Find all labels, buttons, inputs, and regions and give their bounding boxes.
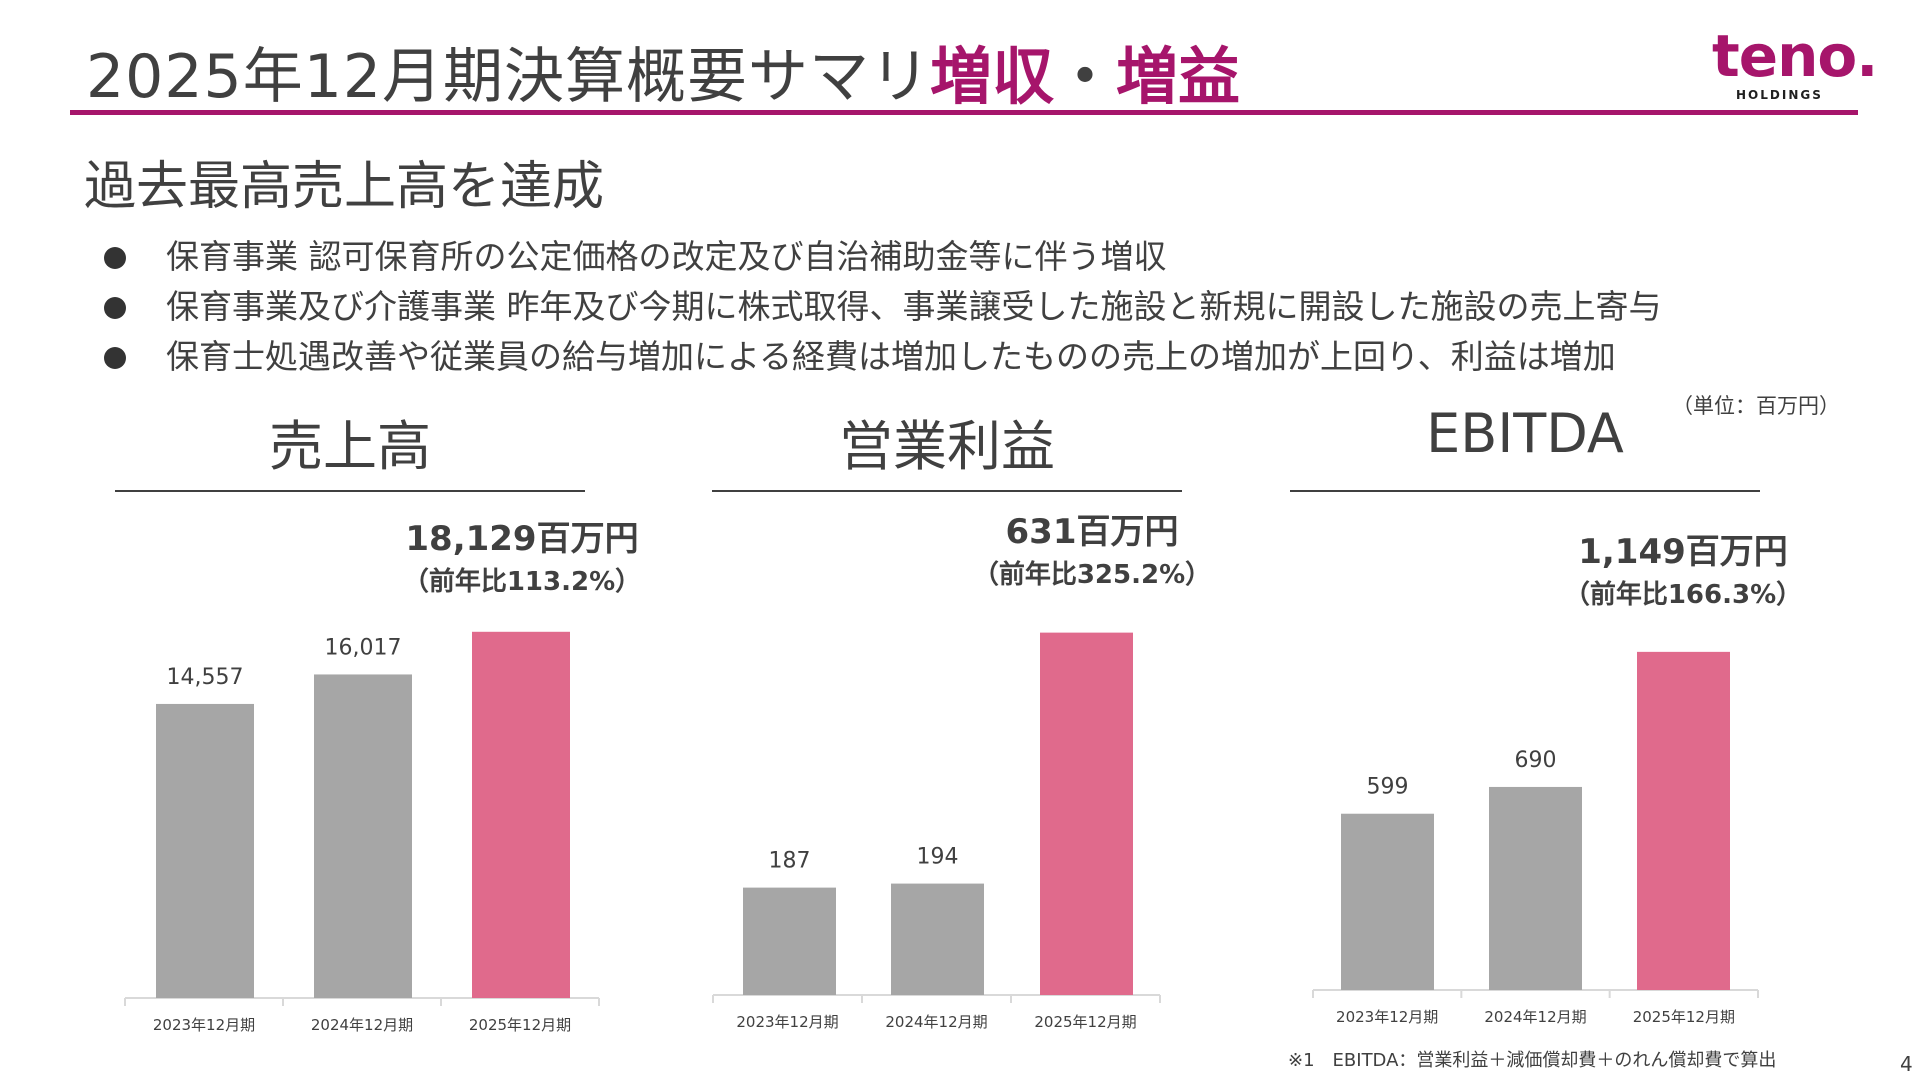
chart-title-rule xyxy=(712,490,1182,492)
header-rule xyxy=(70,110,1858,115)
logo-subtext: HOLDINGS xyxy=(1736,88,1823,102)
chart-title-ebitda: EBITDA xyxy=(1426,402,1624,465)
company-logo: teno. HOLDINGS xyxy=(1712,22,1878,104)
chart-title-sales: 売上高 xyxy=(269,415,431,478)
title-highlight: 増収・増益 xyxy=(930,26,1240,116)
chart-title-rule xyxy=(1290,490,1760,492)
header: 2025年12月期決算概要サマリ 増収・増益 teno. HOLDINGS xyxy=(0,0,1920,120)
category-label: 2024年12月期 xyxy=(885,1013,987,1031)
category-label: 2024年12月期 xyxy=(1484,1008,1586,1026)
bar xyxy=(743,887,836,995)
category-label: 2024年12月期 xyxy=(311,1016,413,1034)
bar xyxy=(1489,786,1582,990)
title-highlight-revenue: 増収 xyxy=(930,40,1055,113)
bar xyxy=(891,883,984,995)
bullet-dot-icon xyxy=(104,297,126,319)
title-highlight-separator: ・ xyxy=(1054,40,1117,113)
highlight-value-label: 18,129百万円 xyxy=(405,519,638,559)
category-label: 2025年12月期 xyxy=(1034,1013,1136,1031)
bullet-text: 保育事業及び介護事業 昨年及び今期に株式取得、事業譲受した施設と新規に開設した施… xyxy=(166,287,1662,326)
bullet-list: 保育事業 認可保育所の公定価格の改定及び自治補助金等に伴う増収 保育事業及び介護… xyxy=(100,232,1662,382)
highlight-ratio-label: （前年比113.2%） xyxy=(403,566,641,597)
data-label: 599 xyxy=(1367,775,1409,800)
category-label: 2025年12月期 xyxy=(469,1016,571,1034)
category-label: 2025年12月期 xyxy=(1633,1008,1735,1026)
bar xyxy=(1341,813,1434,990)
bullet-item: 保育士処遇改善や従業員の給与増加による経費は増加したものの売上の増加が上回り、利… xyxy=(100,332,1662,382)
highlight-value-label: 1,149百万円 xyxy=(1578,532,1788,572)
page-title: 2025年12月期決算概要サマリ xyxy=(86,42,932,112)
unit-note: （単位：百万円） xyxy=(1672,394,1840,418)
bullet-item: 保育事業及び介護事業 昨年及び今期に株式取得、事業譲受した施設と新規に開設した施… xyxy=(100,282,1662,332)
headline: 過去最高売上高を達成 xyxy=(84,157,605,217)
bar xyxy=(472,631,570,998)
data-label: 194 xyxy=(917,845,959,870)
highlight-ratio-label: （前年比166.3%） xyxy=(1564,579,1802,610)
highlight-value-label: 631百万円 xyxy=(1006,512,1179,552)
category-label: 2023年12月期 xyxy=(1336,1008,1438,1026)
title-highlight-profit: 増益 xyxy=(1116,40,1241,113)
footnote: ※1 EBITDA：営業利益＋減価償却費＋のれん償却費で算出 xyxy=(1288,1050,1777,1071)
data-label: 690 xyxy=(1515,748,1557,773)
data-label: 187 xyxy=(769,849,811,874)
chart-title-rule xyxy=(115,490,585,492)
bar xyxy=(314,674,412,998)
data-label: 16,017 xyxy=(325,635,402,660)
bar xyxy=(1637,651,1730,990)
highlight-ratio-label: （前年比325.2%） xyxy=(973,559,1211,590)
bar xyxy=(1040,632,1133,995)
bar xyxy=(156,703,254,998)
logo-wordmark: teno. xyxy=(1712,22,1878,90)
bullet-item: 保育事業 認可保育所の公定価格の改定及び自治補助金等に伴う増収 xyxy=(100,232,1662,282)
page-number: 4 xyxy=(1900,1052,1913,1076)
bullet-text: 保育士処遇改善や従業員の給与増加による経費は増加したものの売上の増加が上回り、利… xyxy=(166,337,1616,376)
category-label: 2023年12月期 xyxy=(153,1016,255,1034)
chart-title-operating-profit: 営業利益 xyxy=(839,415,1055,478)
data-label: 14,557 xyxy=(167,665,244,690)
bullet-text: 保育事業 認可保育所の公定価格の改定及び自治補助金等に伴う増収 xyxy=(166,237,1167,276)
bullet-dot-icon xyxy=(104,247,126,269)
bullet-dot-icon xyxy=(104,347,126,369)
category-label: 2023年12月期 xyxy=(736,1013,838,1031)
